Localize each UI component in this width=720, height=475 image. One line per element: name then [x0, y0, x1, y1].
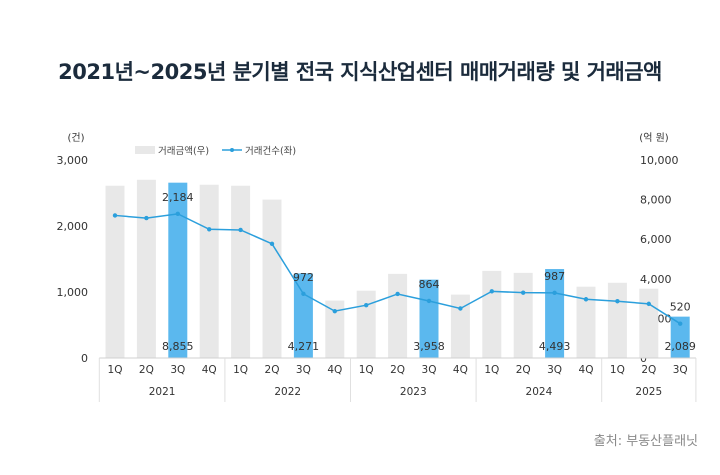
line-data-label: 987 — [544, 270, 565, 283]
bar-1Q — [356, 290, 376, 358]
bar-data-label: 4,493 — [539, 340, 571, 353]
right-axis-tick: 4,000 — [640, 273, 672, 286]
x-tick-label: 3Q — [422, 364, 437, 376]
x-tick-label: 4Q — [327, 364, 342, 376]
line-data-label: 520 — [670, 301, 691, 314]
x-tick-label: 2Q — [516, 364, 531, 376]
chart-title: 2021년~2025년 분기별 전국 지식산업센터 매매거래량 및 거래금액 — [58, 60, 662, 84]
line-point — [678, 321, 683, 326]
x-tick-label: 3Q — [673, 364, 688, 376]
line-point — [364, 303, 369, 308]
line-point — [269, 241, 275, 247]
right-axis-tick: 6,000 — [640, 233, 672, 246]
bar-2Q — [388, 273, 408, 358]
bar-4Q — [325, 300, 345, 358]
line-point — [301, 291, 306, 297]
x-tick-label: 3Q — [547, 364, 562, 376]
bar-1Q — [482, 270, 502, 358]
right-axis-unit: (억 원) — [639, 132, 668, 144]
x-tick-label: 1Q — [484, 364, 499, 376]
bar-2Q — [136, 179, 156, 358]
x-tick-label: 4Q — [202, 364, 217, 376]
bar-data-label: 2,089 — [664, 340, 696, 353]
left-axis-unit: (건) — [67, 132, 84, 144]
bar-3Q — [670, 316, 690, 358]
x-tick-label: 2Q — [641, 364, 656, 376]
x-tick-label: 2Q — [390, 364, 405, 376]
bar-data-label: 3,958 — [413, 340, 445, 353]
year-label: 2025 — [635, 386, 662, 398]
left-axis-tick: 3,000 — [57, 154, 89, 167]
legend-line-marker — [230, 148, 234, 152]
legend-line-label: 거래건수(좌) — [245, 146, 296, 157]
year-label: 2024 — [526, 386, 553, 398]
year-label: 2021 — [149, 386, 176, 398]
x-tick-label: 1Q — [359, 364, 374, 376]
year-label: 2022 — [274, 386, 301, 398]
x-tick-label: 1Q — [610, 364, 625, 376]
x-tick-label: 2Q — [139, 364, 154, 376]
left-axis-tick: 1,000 — [57, 286, 89, 299]
line-data-label: 864 — [419, 278, 440, 291]
line-data-label: 972 — [293, 271, 314, 284]
bar-data-label: 4,271 — [288, 340, 320, 353]
line-point — [238, 227, 243, 233]
bar-3Q — [293, 273, 313, 358]
left-axis-tick: 2,000 — [57, 220, 89, 233]
bar-3Q — [168, 182, 188, 358]
left-axis-tick: 0 — [81, 352, 88, 365]
x-tick-label: 3Q — [296, 364, 311, 376]
x-tick-label: 1Q — [108, 364, 123, 376]
line-point — [615, 299, 620, 304]
bar-3Q — [545, 269, 565, 358]
x-tick-label: 4Q — [579, 364, 594, 376]
bar-2Q — [513, 272, 533, 358]
line-point — [144, 215, 149, 221]
bar-1Q — [231, 185, 251, 358]
line-point — [332, 308, 337, 314]
bar-1Q — [607, 282, 627, 358]
bar-data-label: 8,855 — [162, 340, 194, 353]
x-tick-label: 4Q — [453, 364, 468, 376]
right-axis-tick: 8,000 — [640, 194, 672, 207]
right-axis-tick: 10,000 — [640, 154, 679, 167]
line-point — [175, 211, 180, 217]
x-tick-label: 2Q — [265, 364, 280, 376]
line-point — [458, 306, 463, 311]
line-point — [426, 298, 432, 304]
bar-2Q — [262, 199, 282, 358]
x-tick-label: 1Q — [233, 364, 248, 376]
line-point — [583, 297, 589, 302]
source-note: 출처: 부동산플래닛 — [593, 434, 698, 449]
year-label: 2023 — [400, 386, 427, 398]
legend-bar-swatch — [135, 146, 155, 154]
bar-4Q — [199, 184, 219, 358]
bar-1Q — [105, 185, 125, 358]
line-point — [489, 289, 494, 294]
bar-4Q — [450, 294, 470, 358]
legend-bar-label: 거래금액(우) — [158, 145, 209, 157]
bar-4Q — [576, 286, 596, 358]
line-data-label: 2,184 — [162, 191, 194, 204]
bar-2Q — [639, 288, 659, 358]
line-point — [395, 291, 400, 297]
line-point — [521, 290, 526, 295]
line-point — [552, 290, 557, 296]
line-point — [646, 301, 651, 307]
x-tick-label: 3Q — [170, 364, 185, 376]
line-point — [207, 227, 212, 232]
line-point — [112, 213, 118, 218]
